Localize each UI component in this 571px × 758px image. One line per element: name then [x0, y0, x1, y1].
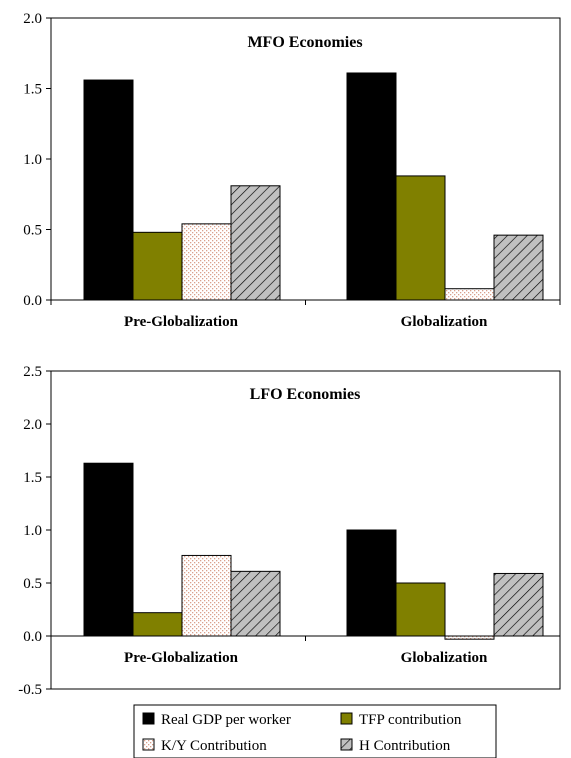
category-label-pre-globalization: Pre-Globalization — [124, 650, 239, 666]
y-tick-label: 1.5 — [23, 470, 42, 486]
chart-panel-mfo: MFO Economies 0.0 0.5 1.0 1.5 2.0 Pre-Global… — [23, 11, 561, 330]
bar-ky-globalization — [444, 288, 495, 301]
chart-title: LFO Economies — [250, 386, 361, 403]
bar-real-gdp-globalization — [346, 72, 397, 301]
legend-label-real-gdp: Real GDP per worker — [161, 712, 291, 728]
legend-box — [133, 704, 497, 758]
bar-ky-pre-globalization — [181, 554, 232, 637]
bars — [83, 462, 544, 640]
chart-panel-lfo: LFO Economies -0.5 0.0 0.5 1.0 1.5 2.0 2.5 Pre… — [18, 364, 561, 698]
category-label-globalization: Globalization — [401, 650, 488, 666]
bar-tfp-pre-globalization — [132, 231, 183, 301]
y-tick-label: 2.5 — [23, 364, 42, 380]
y-tick-label: 0.0 — [23, 629, 42, 645]
bar-tfp-globalization — [395, 175, 446, 301]
legend-label-ky: K/Y Contribution — [161, 738, 267, 754]
y-tick-label: -0.5 — [18, 682, 42, 698]
bar-tfp-pre-globalization — [132, 612, 183, 637]
y-tick-label: 0.0 — [23, 293, 42, 309]
bar-h-pre-globalization — [230, 185, 281, 301]
bar-real-gdp-pre-globalization — [83, 79, 134, 301]
y-tick-label: 0.5 — [23, 576, 42, 592]
legend-swatch-ky — [142, 738, 155, 751]
bar-h-globalization — [493, 572, 544, 637]
bar-real-gdp-globalization — [346, 529, 397, 637]
legend-swatch-tfp — [340, 712, 353, 725]
chart-title: MFO Economies — [247, 34, 362, 51]
y-tick-label: 1.0 — [23, 523, 42, 539]
legend-label-h: H Contribution — [359, 738, 451, 754]
x-axis — [50, 635, 561, 641]
y-axis: -0.5 0.0 0.5 1.0 1.5 2.0 2.5 — [18, 364, 51, 698]
y-tick-label: 1.0 — [23, 152, 42, 168]
category-label-globalization: Globalization — [401, 314, 488, 330]
bar-h-globalization — [493, 234, 544, 301]
bar-tfp-globalization — [395, 582, 446, 637]
legend-label-tfp: TFP contribution — [359, 712, 462, 728]
y-tick-label: 0.5 — [23, 223, 42, 239]
category-label-pre-globalization: Pre-Globalization — [124, 314, 239, 330]
bars — [83, 72, 544, 301]
legend-swatch-real-gdp — [142, 712, 155, 725]
y-tick-label: 2.0 — [23, 417, 42, 433]
y-tick-label: 1.5 — [23, 82, 42, 98]
bar-h-pre-globalization — [230, 570, 281, 637]
x-axis — [50, 299, 561, 305]
legend-swatch-h — [340, 738, 353, 751]
legend: Real GDP per worker TFP contribution K/Y… — [133, 704, 497, 758]
y-axis: 0.0 0.5 1.0 1.5 2.0 — [23, 11, 51, 309]
y-tick-label: 2.0 — [23, 11, 42, 27]
bar-ky-pre-globalization — [181, 223, 232, 301]
bar-real-gdp-pre-globalization — [83, 462, 134, 637]
